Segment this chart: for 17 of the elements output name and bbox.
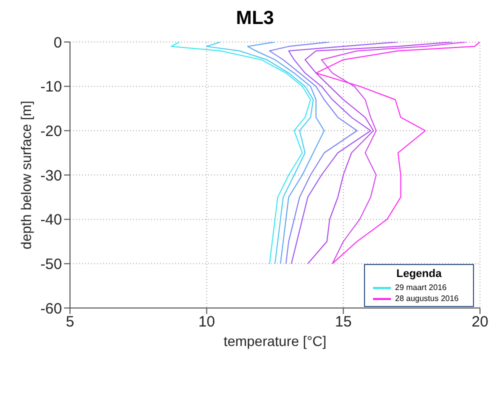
y-tick-label: -20	[40, 122, 62, 140]
x-tick-label: 10	[198, 314, 216, 331]
chart-title: ML3	[235, 8, 275, 31]
y-tick-label: -40	[40, 212, 62, 229]
y-tick-label: -10	[40, 78, 62, 96]
y-tick-label: 0	[54, 34, 62, 52]
y-tick-label: -60	[40, 300, 62, 318]
x-tick-label: 5	[66, 314, 74, 331]
y-axis-title: depth below surface [m]	[18, 100, 34, 250]
legend-label: 28 augustus 2016	[395, 294, 459, 303]
legend-title: Legenda	[395, 268, 443, 280]
x-tick-label: 20	[472, 314, 488, 331]
x-axis-title: temperature [°C]	[224, 332, 326, 349]
y-tick-label: -30	[40, 167, 62, 184]
legend-label: 29 maart 2016	[395, 283, 447, 292]
x-tick-label: 15	[334, 314, 352, 331]
y-tick-label: -50	[40, 256, 62, 273]
